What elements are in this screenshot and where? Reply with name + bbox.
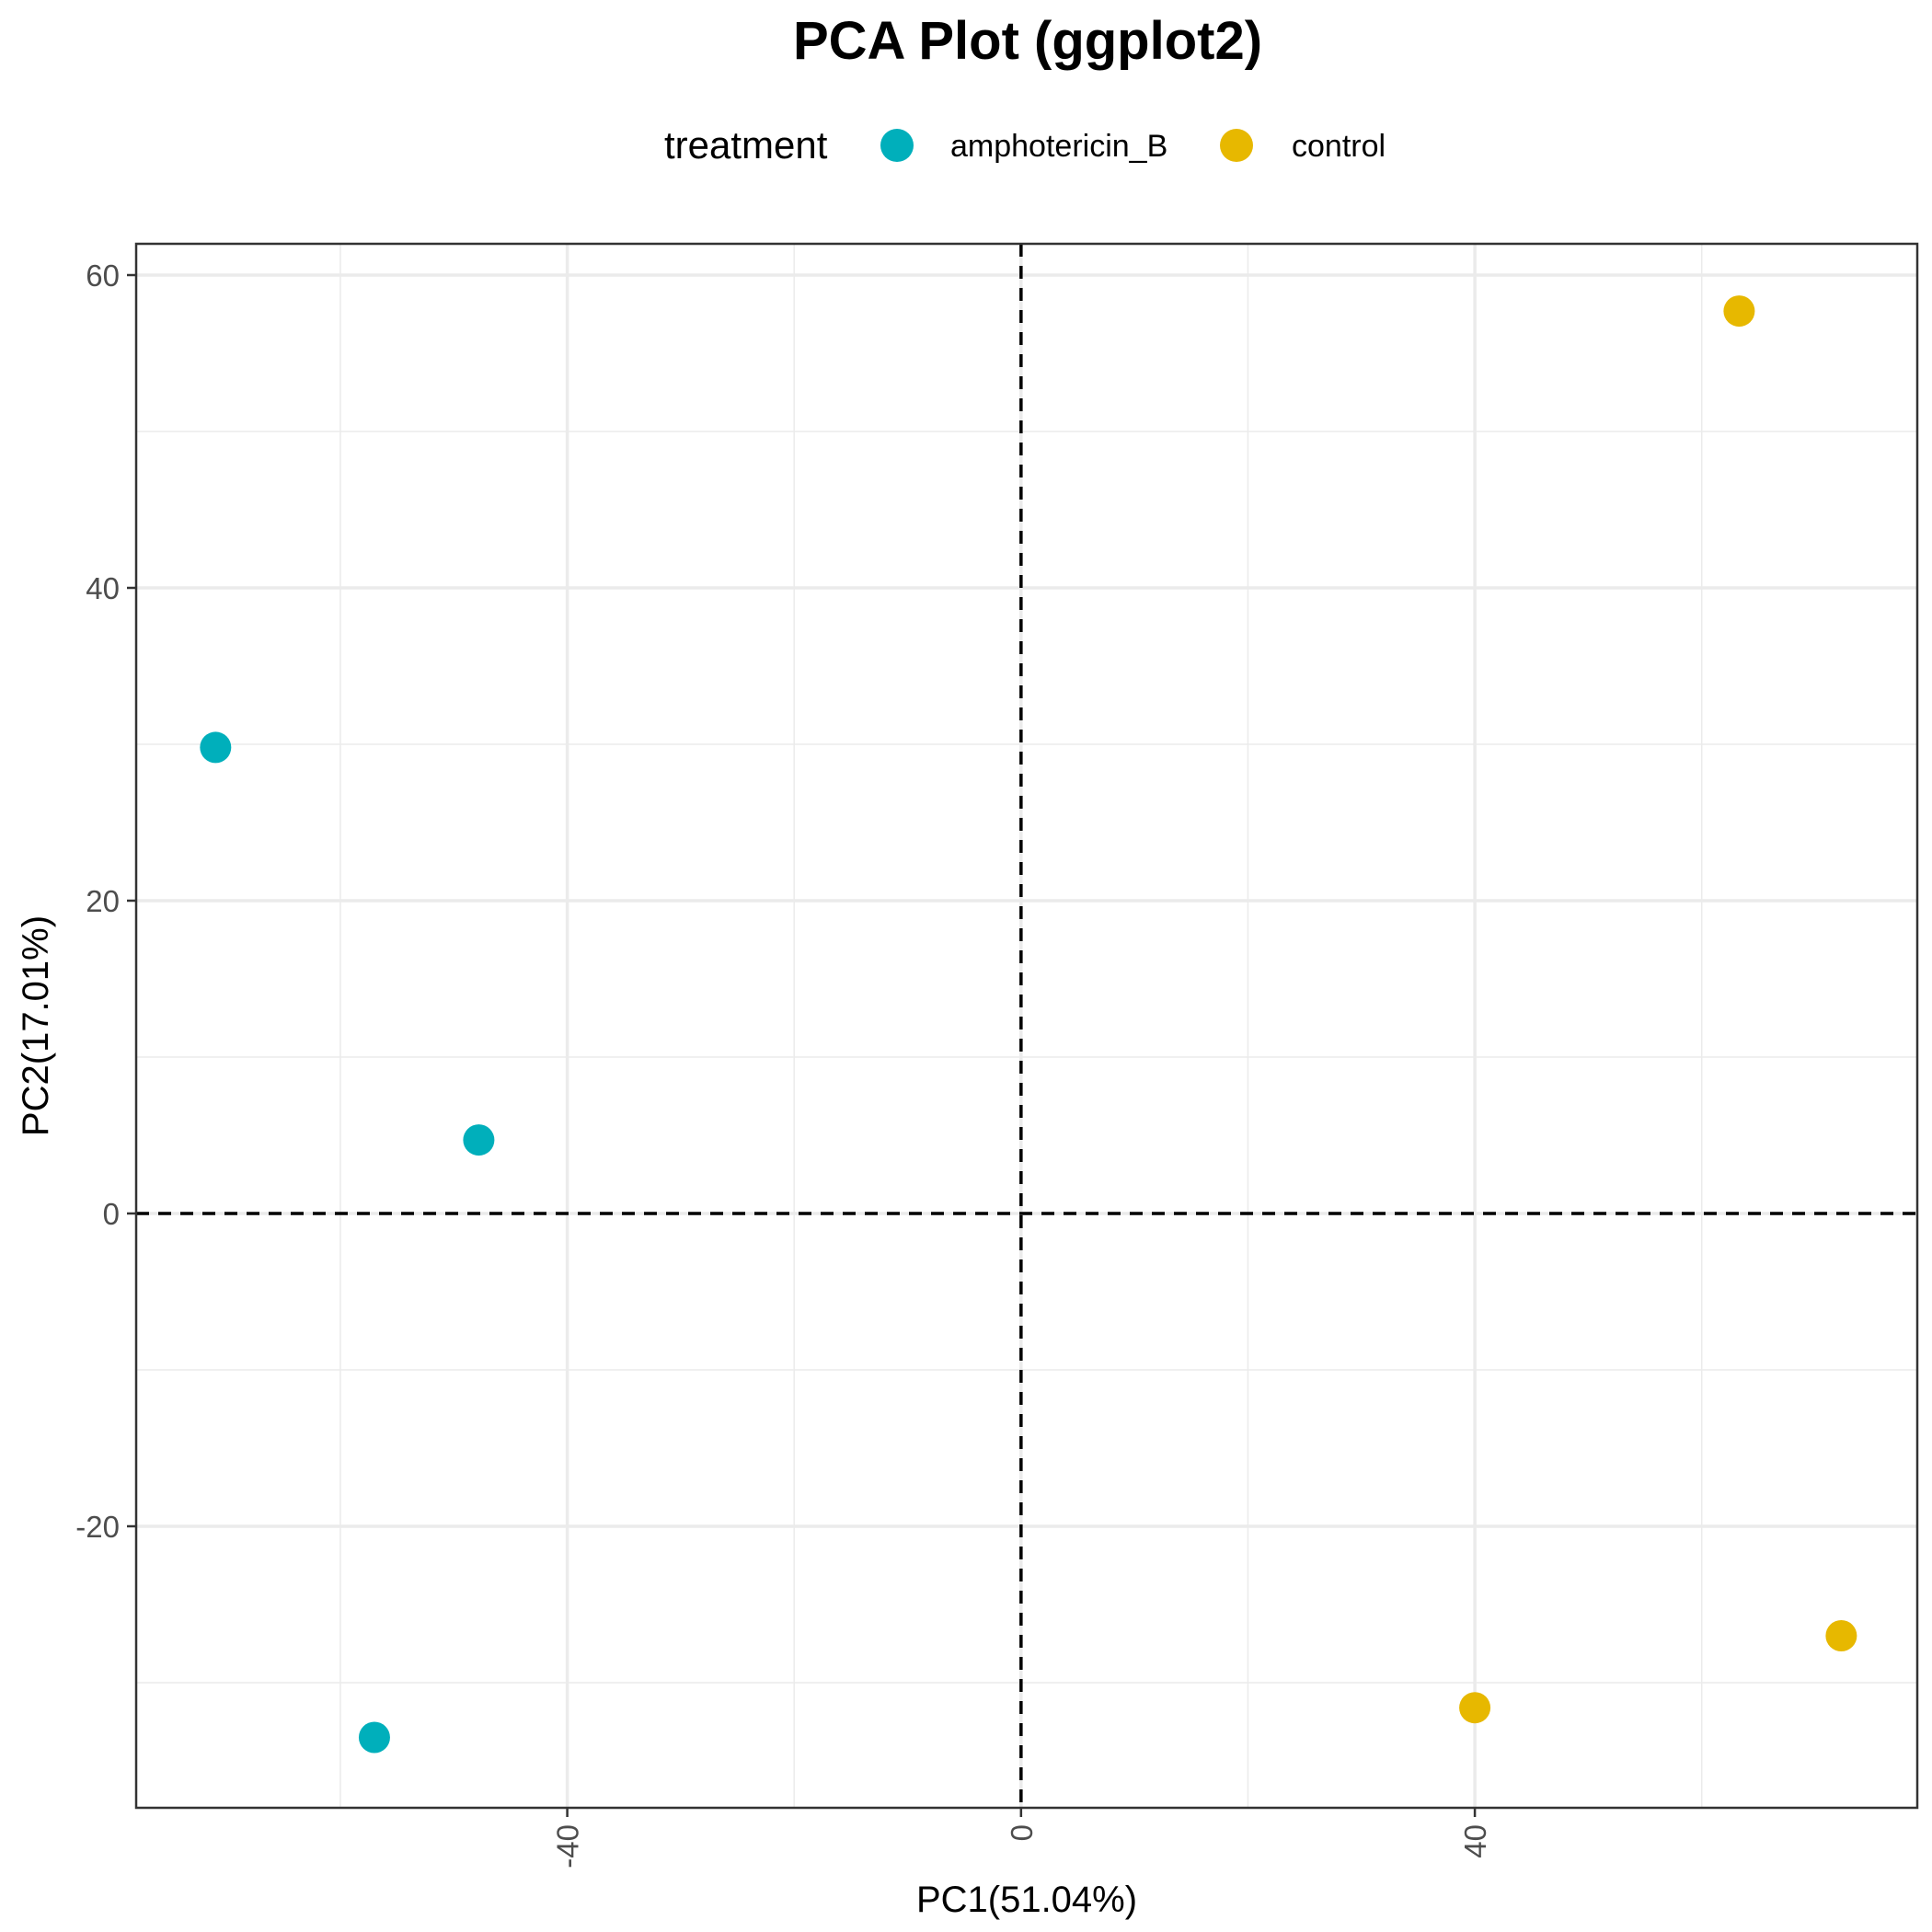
- reference-lines: [136, 244, 1917, 1808]
- y-axis-label: PC2(17.01%): [16, 915, 56, 1136]
- y-tick-label: 0: [103, 1197, 120, 1231]
- x-axis: -40 0 40: [551, 1808, 1492, 1869]
- data-point-control: [1723, 295, 1755, 328]
- x-axis-label: PC1(51.04%): [916, 1880, 1137, 1920]
- y-tick-label: -20: [75, 1510, 120, 1544]
- y-tick-label: 60: [86, 259, 120, 293]
- legend-title: treatment: [664, 123, 828, 167]
- data-point-amphotericin-b: [358, 1721, 390, 1754]
- data-point-control: [1459, 1692, 1491, 1724]
- x-tick-label: 40: [1458, 1824, 1492, 1858]
- legend-label-amphotericin-b: amphotericin_B: [950, 129, 1167, 164]
- data-point-control: [1825, 1620, 1857, 1651]
- y-tick-label: 40: [86, 571, 120, 605]
- y-axis: -20 0 20 40 60: [75, 259, 136, 1544]
- legend-key-amphotericin-b: [880, 129, 914, 162]
- legend-label-control: control: [1292, 129, 1386, 164]
- legend-key-control: [1220, 129, 1253, 162]
- data-point-amphotericin-b: [463, 1124, 495, 1156]
- y-tick-label: 20: [86, 884, 120, 918]
- x-tick-label: -40: [551, 1824, 585, 1869]
- data-points: [200, 295, 1857, 1754]
- legend: treatment amphotericin_B control: [664, 123, 1386, 167]
- chart-title: PCA Plot (ggplot2): [793, 11, 1262, 71]
- x-tick-label: 0: [1005, 1824, 1039, 1841]
- data-point-amphotericin-b: [200, 731, 232, 764]
- plot-panel-border: [134, 242, 1919, 1810]
